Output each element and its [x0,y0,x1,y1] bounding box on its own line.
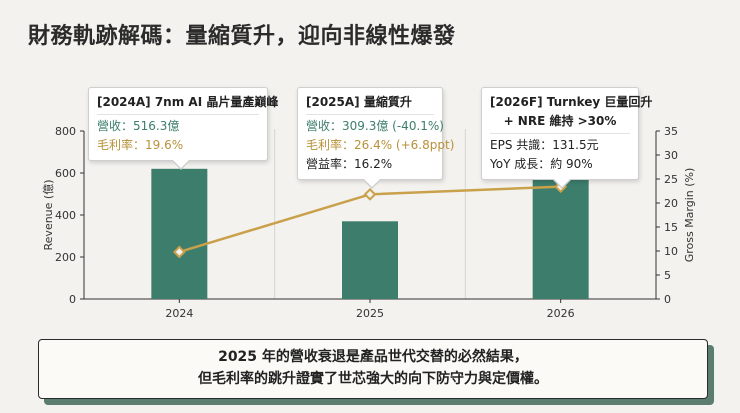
callout-2025-head: [2025A] 量縮質升 [306,93,434,115]
y-left-tick-label: 600 [55,167,76,180]
callout-2024-margin: 毛利率：19.6% [97,138,184,152]
callout-2025-op-margin: 營益率：16.2% [306,157,393,171]
callout-2026-yoy: YoY 成長：約 90% [490,157,593,171]
y-left-tick-label: 400 [55,209,76,222]
page-title: 財務軌跡解碼：量縮質升，迎向非線性爆發 [28,24,456,49]
y-right-tick-label: 30 [664,149,678,162]
revenue-bar-2024 [151,168,208,299]
y-right-tick-label: 35 [664,125,678,138]
callout-2024-head: [2024A] 7nm AI 晶片量產巔峰 [97,93,278,115]
callout-2026-head-line2: + NRE 維持 >30% [503,114,617,128]
revenue-bar-2025 [342,221,398,299]
callout-2025-revenue: 營收：309.3億 (-40.1%) [306,119,444,133]
callout-2024-revenue: 營收：516.3億 [97,119,180,133]
y-left-tick-label: 200 [55,251,76,264]
y-left-tick-label: 800 [55,125,76,138]
x-tick-label-2026: 2026 [547,307,575,320]
y-right-axis-label: Gross Margin (%) [683,168,696,263]
y-right-tick-label: 0 [664,293,671,306]
y-right-tick-label: 10 [664,245,678,258]
gross-margin-point-2025 [363,187,377,201]
y-right-tick-label: 20 [664,197,678,210]
callout-2026: [2026F] Turnkey 巨量回升 + NRE 維持 >30% EPS 共… [481,87,653,189]
callout-2026-head-line1: [2026F] Turnkey 巨量回升 [490,95,653,109]
callout-2024: [2024A] 7nm AI 晶片量產巔峰 營收：516.3億 毛利率：19.6… [88,87,278,170]
summary-line-2: 但毛利率的跳升證實了世芯強大的向下防守力與定價權。 [198,371,548,387]
summary-line-1: 2025 年的營收衰退是產品世代交替的必然結果， [218,349,528,365]
callout-2025-margin: 毛利率：26.4% (+6.8ppt) [306,138,455,152]
revenue-bar-2026 [532,178,589,299]
callout-2026-eps: EPS 共識：131.5元 [490,138,599,152]
x-tick-label-2025: 2025 [356,307,384,320]
summary-box: 2025 年的營收衰退是產品世代交替的必然結果， 但毛利率的跳升證實了世芯強大的… [38,339,708,399]
y-right-tick-label: 15 [664,221,678,234]
y-left-tick-label: 0 [69,293,76,306]
callout-2025: [2025A] 量縮質升 營收：309.3億 (-40.1%) 毛利率：26.4… [297,87,455,189]
y-right-tick-label: 25 [664,173,678,186]
gross-margin-point-2024 [172,245,186,259]
y-right-tick-label: 5 [664,269,671,282]
y-left-axis-label: Revenue (億) [42,180,55,251]
x-tick-label-2024: 2024 [165,307,193,320]
callout-2026-head: [2026F] Turnkey 巨量回升 + NRE 維持 >30% [490,93,653,134]
